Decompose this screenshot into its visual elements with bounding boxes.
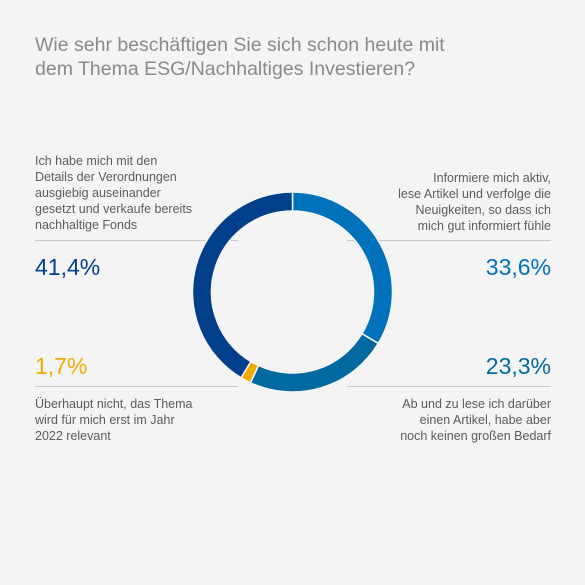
label-slice-1: Informiere mich aktiv, lese Artikel und … xyxy=(398,170,551,234)
label-line: Informiere mich aktiv, xyxy=(433,171,551,185)
label-line: Neuigkeiten, so dass ich xyxy=(415,203,552,217)
divider-bottom-left xyxy=(35,386,238,387)
value-label-slice-3: 1,7% xyxy=(35,353,88,379)
label-slice-2: Ab und zu lese ich darüber einen Artikel… xyxy=(400,396,551,444)
label-line: lese Artikel und verfolge die xyxy=(398,187,551,201)
value-label-slice-2: 23,3% xyxy=(485,353,551,379)
label-line: Ich habe mich mit den xyxy=(35,154,158,168)
title-line-2: dem Thema ESG/Nachhaltiges Investieren? xyxy=(35,58,416,80)
label-line: mich gut informiert fühle xyxy=(417,219,551,233)
label-line: einen Artikel, habe aber xyxy=(419,413,551,427)
value-label-slice-1: 33,6% xyxy=(485,254,551,280)
donut-slice-1 xyxy=(291,191,394,345)
label-line: ausgiebig auseinander xyxy=(35,186,161,200)
donut-slice-4 xyxy=(191,191,294,379)
title-line-1: Wie sehr beschäftigen Sie sich schon heu… xyxy=(35,34,445,56)
label-line: gesetzt und verkaufe bereits xyxy=(35,202,193,216)
label-line: Ab und zu lese ich darüber xyxy=(402,397,551,411)
label-line: Überhaupt nicht, das Thema xyxy=(35,397,193,411)
label-line: Details der Verordnungen xyxy=(35,170,177,184)
label-slice-3: Überhaupt nicht, das Thema wird für mich… xyxy=(35,396,193,444)
label-line: nachhaltige Fonds xyxy=(35,218,138,232)
label-slice-4: Ich habe mich mit den Details der Verord… xyxy=(35,153,192,233)
value-label-slice-4: 41,4% xyxy=(35,254,101,280)
divider-bottom-right xyxy=(347,386,551,387)
label-line: 2022 relevant xyxy=(35,429,111,443)
label-line: noch keinen großen Bedarf xyxy=(400,429,551,443)
donut-slice-2 xyxy=(249,332,380,393)
label-line: wird für mich erst im Jahr xyxy=(35,413,175,427)
divider-top-right xyxy=(347,240,551,241)
chart-title: Wie sehr beschäftigen Sie sich schon heu… xyxy=(35,33,535,81)
divider-top-left xyxy=(35,240,238,241)
